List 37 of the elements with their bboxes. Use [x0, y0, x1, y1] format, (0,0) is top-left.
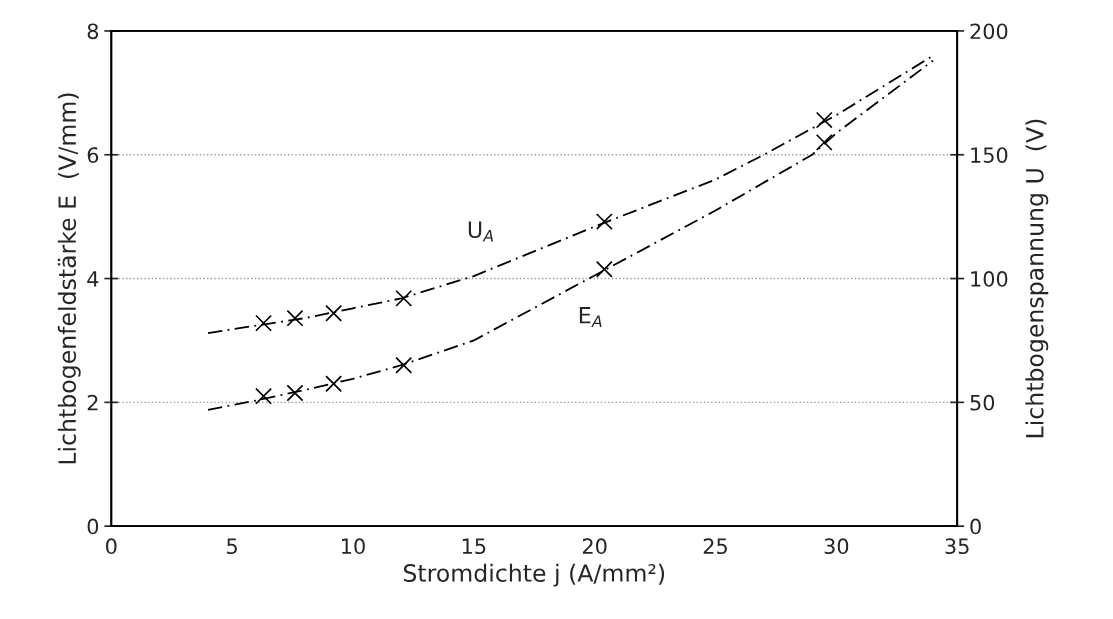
y-tick-label: 0: [87, 518, 99, 535]
x-tick-label: 30: [824, 538, 849, 555]
y2-tick-label: 150: [971, 147, 1008, 163]
series-label: E$_{A}$: [579, 307, 602, 327]
x-tick-label: 20: [582, 538, 607, 555]
y2-tick-label: 50: [970, 394, 995, 411]
y-tick-label: 6: [87, 147, 99, 163]
y-tick-label: 2: [87, 394, 98, 411]
point: [325, 304, 343, 322]
x-tick-label: 0: [106, 538, 117, 555]
y-tick-label: 4: [87, 271, 99, 287]
y2-tick-label: 100: [971, 271, 1008, 287]
y-axis-title: Lichtbogenfeldstärke E (V/mm): [57, 93, 81, 464]
point: [595, 260, 613, 278]
point: [815, 111, 833, 129]
y-tick-label: 8: [87, 23, 99, 40]
x-tick-label: 15: [462, 538, 486, 555]
y2-tick-label: 0: [970, 518, 981, 535]
x-tick-label: 5: [227, 538, 237, 555]
point: [255, 314, 273, 332]
point: [395, 289, 413, 307]
series-label: U$_{A}$: [468, 221, 493, 242]
point: [325, 375, 343, 393]
line-series: [207, 59, 934, 411]
point: [255, 387, 273, 405]
x-tick-label: 35: [945, 538, 969, 555]
point: [395, 356, 413, 374]
point: [815, 133, 833, 151]
x-axis-title: Stromdichte j (A/mm²): [403, 563, 665, 587]
point: [286, 384, 304, 402]
point: [595, 213, 613, 231]
y2-tick-label: 200: [970, 23, 1008, 40]
y2-axis-title: Lichtbogenspannung U (V): [1025, 119, 1049, 438]
x-tick-label: 25: [703, 538, 727, 555]
line-series: [207, 54, 934, 334]
x-tick-label: 10: [342, 538, 365, 555]
point: [286, 309, 304, 327]
